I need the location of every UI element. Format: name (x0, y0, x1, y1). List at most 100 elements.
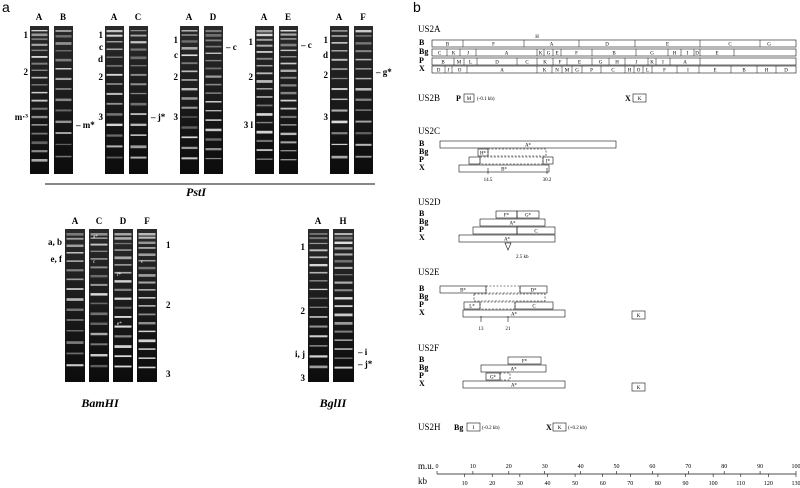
us2e-frag-box (519, 285, 548, 294)
gel-band (138, 289, 156, 291)
gel-band (181, 88, 198, 91)
gel-band (205, 45, 222, 48)
us2b-p-note: (-0.1 kb) (477, 97, 495, 102)
bgl-gel: A H 1 2 i, j 3 – i – j* (295, 216, 373, 383)
gel-band (309, 335, 328, 338)
us2f-frag: A* (511, 384, 518, 389)
us2e-tick-label: 13 (479, 327, 485, 332)
gel-band (138, 281, 156, 284)
gel-band (331, 120, 348, 124)
us2a-frag: C (525, 61, 529, 66)
bam-inner-mark: a* (93, 235, 98, 240)
gel-band (66, 308, 84, 311)
gel-band (130, 30, 147, 32)
gel-band (66, 352, 84, 355)
gel-band (334, 321, 353, 325)
us2a-frag: F (492, 43, 495, 48)
gel-band (55, 42, 72, 45)
us2c-row-label: Bg (419, 147, 428, 156)
bgl-right-mark: – i (357, 347, 368, 357)
mu-tick-label: 30 (542, 464, 548, 470)
gel-band (205, 148, 222, 151)
us2h-x-frag: K (558, 426, 562, 431)
us2c-tick-label: 30.2 (543, 178, 552, 183)
gel-band (309, 355, 328, 358)
gel-band (331, 132, 348, 135)
gel-band (106, 64, 123, 67)
gel-band (55, 30, 72, 32)
gel-band (205, 59, 222, 62)
us2e-row-label: B (419, 284, 425, 293)
gel-band (205, 157, 222, 160)
gel-band (205, 128, 222, 132)
gel-band (106, 34, 123, 37)
pst-lane-label: B (60, 12, 66, 22)
gel-band (90, 233, 108, 236)
gel-band (90, 364, 108, 368)
gel-band (181, 30, 198, 32)
gel-band (106, 73, 123, 76)
us2d-title: US2D (418, 197, 441, 207)
kb-tick-label: 120 (764, 481, 773, 487)
mu-tick-label: 80 (721, 464, 727, 470)
us2a-frag: J (467, 52, 469, 57)
bam-lane-label: F (144, 216, 150, 226)
gel-band (355, 50, 372, 53)
mu-tick-label: 90 (757, 464, 763, 470)
kb-tick-label: 130 (792, 481, 800, 487)
gel-band (355, 143, 372, 146)
us2f-map: B F* Bg A* P G* X A* K (419, 355, 646, 392)
us2f-frag-box (507, 356, 542, 365)
us2e-x-k: K (637, 314, 641, 319)
pst-lane-label: A (36, 12, 43, 22)
us2d-frag: A* (509, 222, 516, 227)
us2c-frag-box (458, 164, 550, 173)
us2c-frag-box (468, 156, 481, 165)
us2a-frag: K (539, 52, 543, 57)
gel-band (334, 330, 353, 333)
bam-left-mark: e, f (51, 254, 63, 264)
pst-lane (255, 26, 274, 174)
us2d-frag: F* (504, 214, 510, 219)
gel-band (181, 62, 198, 65)
bam-inner-mark: e* (117, 322, 122, 327)
gel-band (280, 33, 297, 36)
gel-band (114, 271, 132, 274)
mu-tick-label: 40 (578, 464, 584, 470)
pst-lane-label: F (360, 12, 366, 22)
us2d-frag-box (516, 210, 540, 219)
gel-band (138, 247, 156, 249)
us2a-frag: B (446, 43, 450, 48)
us2e-frag-box (473, 293, 546, 302)
gel-band (55, 120, 72, 124)
scale-bar: m.u. kb 0 10 20 30 40 50 60 70 80 90 100 10 20 30 40 50… (418, 461, 800, 487)
us2f-frag-box (485, 372, 501, 381)
us2a-frag: D (495, 61, 499, 66)
gel-band (205, 138, 222, 141)
pst-label: PstI (186, 185, 207, 199)
gel-band (130, 41, 147, 44)
us2a-frag: B (612, 52, 616, 57)
panel-a-letter: a (2, 0, 10, 15)
pst-right-mark: – g* (375, 67, 392, 77)
gel-band (114, 256, 132, 260)
gel-band (334, 297, 353, 300)
kb-tick-label: 80 (655, 481, 661, 487)
gel-band (181, 47, 198, 50)
us2a-frag: A (550, 43, 554, 48)
us2a-row-label: Bg (419, 47, 428, 56)
us2a-frag: G (599, 61, 603, 66)
gel-band (280, 30, 297, 32)
bam-right-mark: 3 (166, 369, 171, 379)
gel-band (90, 237, 108, 239)
us2h-bg-note: (-0.2 kb) (482, 426, 500, 431)
gel-band (334, 266, 353, 269)
pst-left-mark: 3 l (244, 120, 254, 130)
us2e-tick-label: 21 (506, 327, 512, 332)
us2a-frag: N (555, 69, 559, 74)
mu-tick-label: 10 (470, 464, 476, 470)
gel-band (31, 76, 48, 79)
gel-band (256, 80, 273, 83)
pst-right-mark: – c (300, 40, 312, 50)
gel-band (66, 233, 84, 236)
